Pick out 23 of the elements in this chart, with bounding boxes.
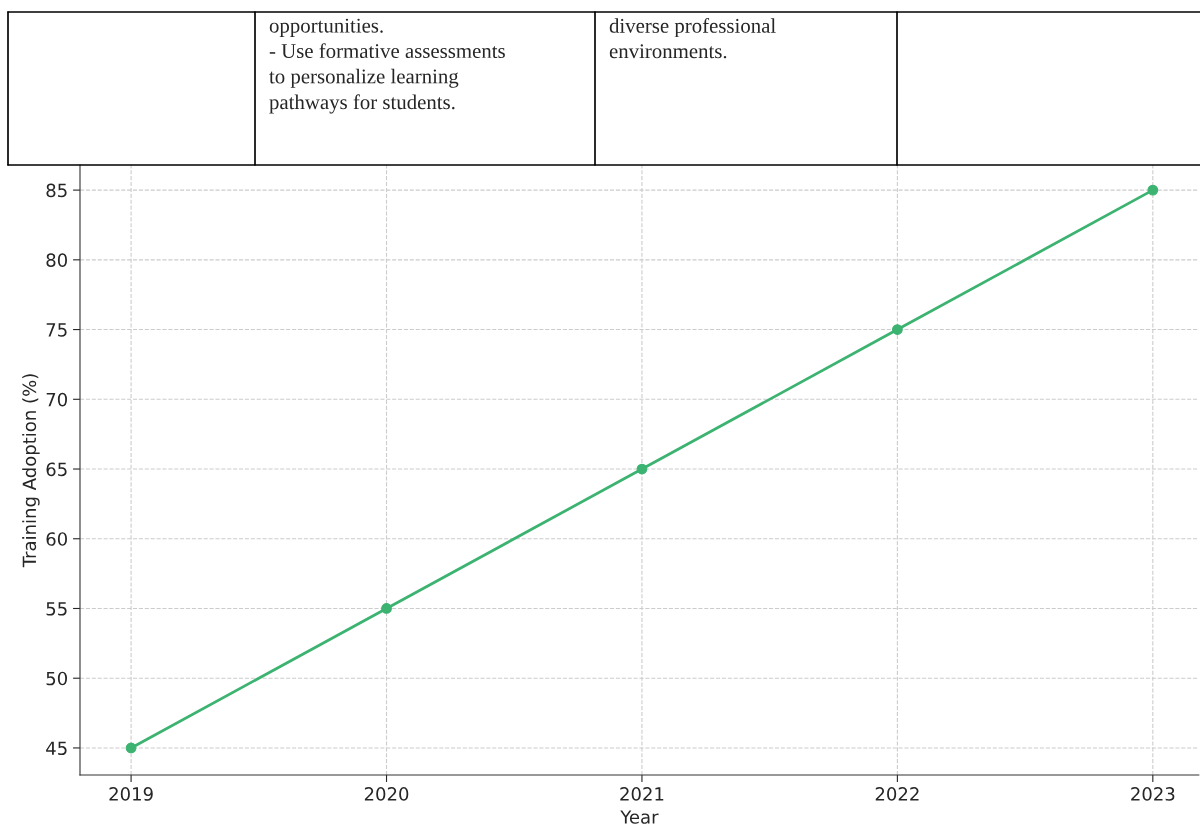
- x-tick-label: 2023: [1131, 787, 1175, 801]
- y-tick-label: 80: [46, 253, 67, 267]
- x-tick-label: 2021: [620, 787, 664, 801]
- y-axis-title: Training Adoption (%): [22, 374, 40, 568]
- text: diverse professional environments.: [609, 18, 776, 59]
- x-tick-label: 2020: [364, 787, 409, 801]
- y-tick-label: 70: [46, 392, 67, 407]
- point: [1147, 184, 1159, 196]
- x-tick-label: 2022: [875, 787, 919, 801]
- y-tick-label: 45: [46, 741, 67, 756]
- x-tick-label: 2019: [109, 787, 153, 801]
- point: [381, 603, 392, 614]
- y-tick-label: 55: [46, 602, 67, 616]
- y-tick-label: 75: [46, 323, 67, 337]
- point: [636, 463, 648, 475]
- y-tick-label: 60: [46, 532, 67, 546]
- point: [125, 742, 137, 754]
- x-axis-title: Year: [620, 810, 659, 824]
- text: opportunities. - Use formative assessments to personalize learning pathways for students.: [269, 18, 505, 114]
- y-tick-label: 50: [46, 671, 67, 686]
- point: [892, 324, 903, 335]
- y-tick-label: 85: [46, 183, 67, 198]
- y-tick-label: 65: [46, 462, 67, 477]
